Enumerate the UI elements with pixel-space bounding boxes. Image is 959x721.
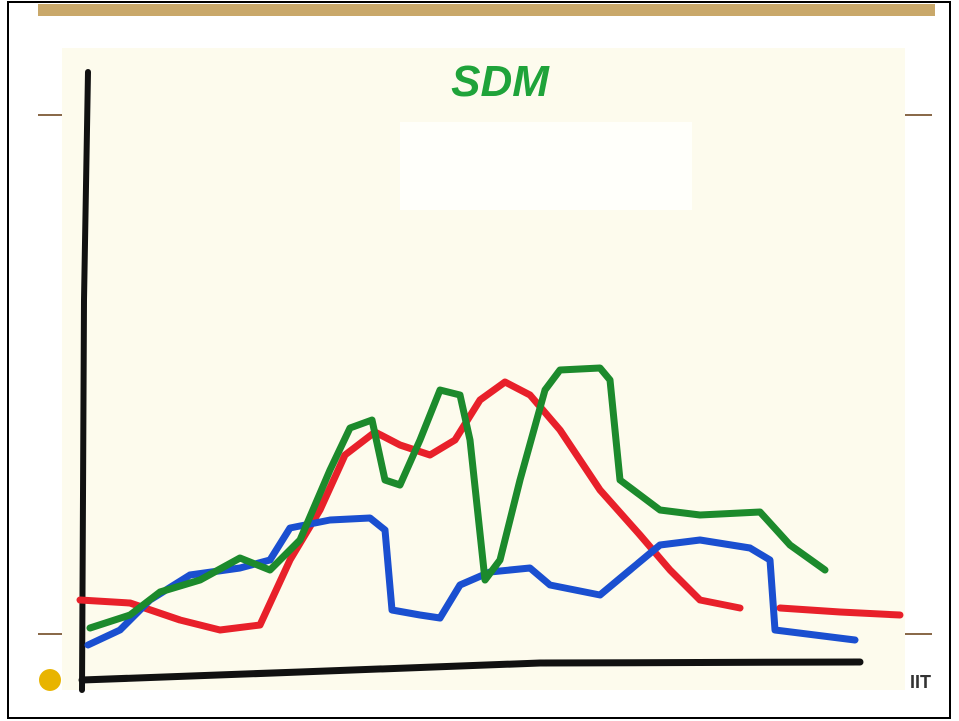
logo-mark (39, 669, 61, 691)
footer-logo: IIT (910, 672, 931, 692)
header-bar (38, 4, 935, 16)
slide: IIT SDM (0, 0, 959, 721)
page: IIT SDM (() => { const data = JSON.parse… (0, 0, 959, 721)
sketch-title: SDM (451, 57, 550, 106)
erased-area (400, 122, 692, 210)
